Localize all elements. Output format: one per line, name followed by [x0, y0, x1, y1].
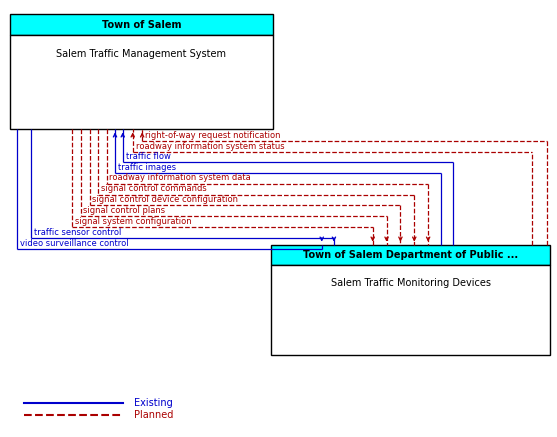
Text: right-of-way request notification: right-of-way request notification — [145, 131, 280, 140]
Bar — [9, 35, 273, 129]
Bar — [271, 265, 550, 355]
Text: Town of Salem: Town of Salem — [101, 20, 181, 30]
Text: Town of Salem Department of Public ...: Town of Salem Department of Public ... — [303, 250, 518, 260]
Bar — [271, 245, 550, 265]
Text: traffic sensor control: traffic sensor control — [34, 228, 121, 237]
Text: Salem Traffic Management System: Salem Traffic Management System — [56, 49, 226, 59]
Text: Planned: Planned — [134, 410, 174, 420]
Text: Salem Traffic Monitoring Devices: Salem Traffic Monitoring Devices — [331, 278, 491, 288]
Text: signal control plans: signal control plans — [84, 206, 165, 215]
Text: signal control commands: signal control commands — [101, 184, 206, 193]
Text: signal control device configuration: signal control device configuration — [92, 195, 238, 204]
Text: signal system configuration: signal system configuration — [75, 217, 191, 226]
Text: video surveillance control: video surveillance control — [19, 239, 128, 248]
Bar — [9, 14, 273, 35]
Text: roadway information system status: roadway information system status — [135, 142, 284, 151]
Text: Existing: Existing — [134, 398, 173, 408]
Text: traffic images: traffic images — [118, 163, 176, 172]
Text: roadway information system data: roadway information system data — [110, 173, 251, 183]
Text: traffic flow: traffic flow — [125, 152, 170, 161]
